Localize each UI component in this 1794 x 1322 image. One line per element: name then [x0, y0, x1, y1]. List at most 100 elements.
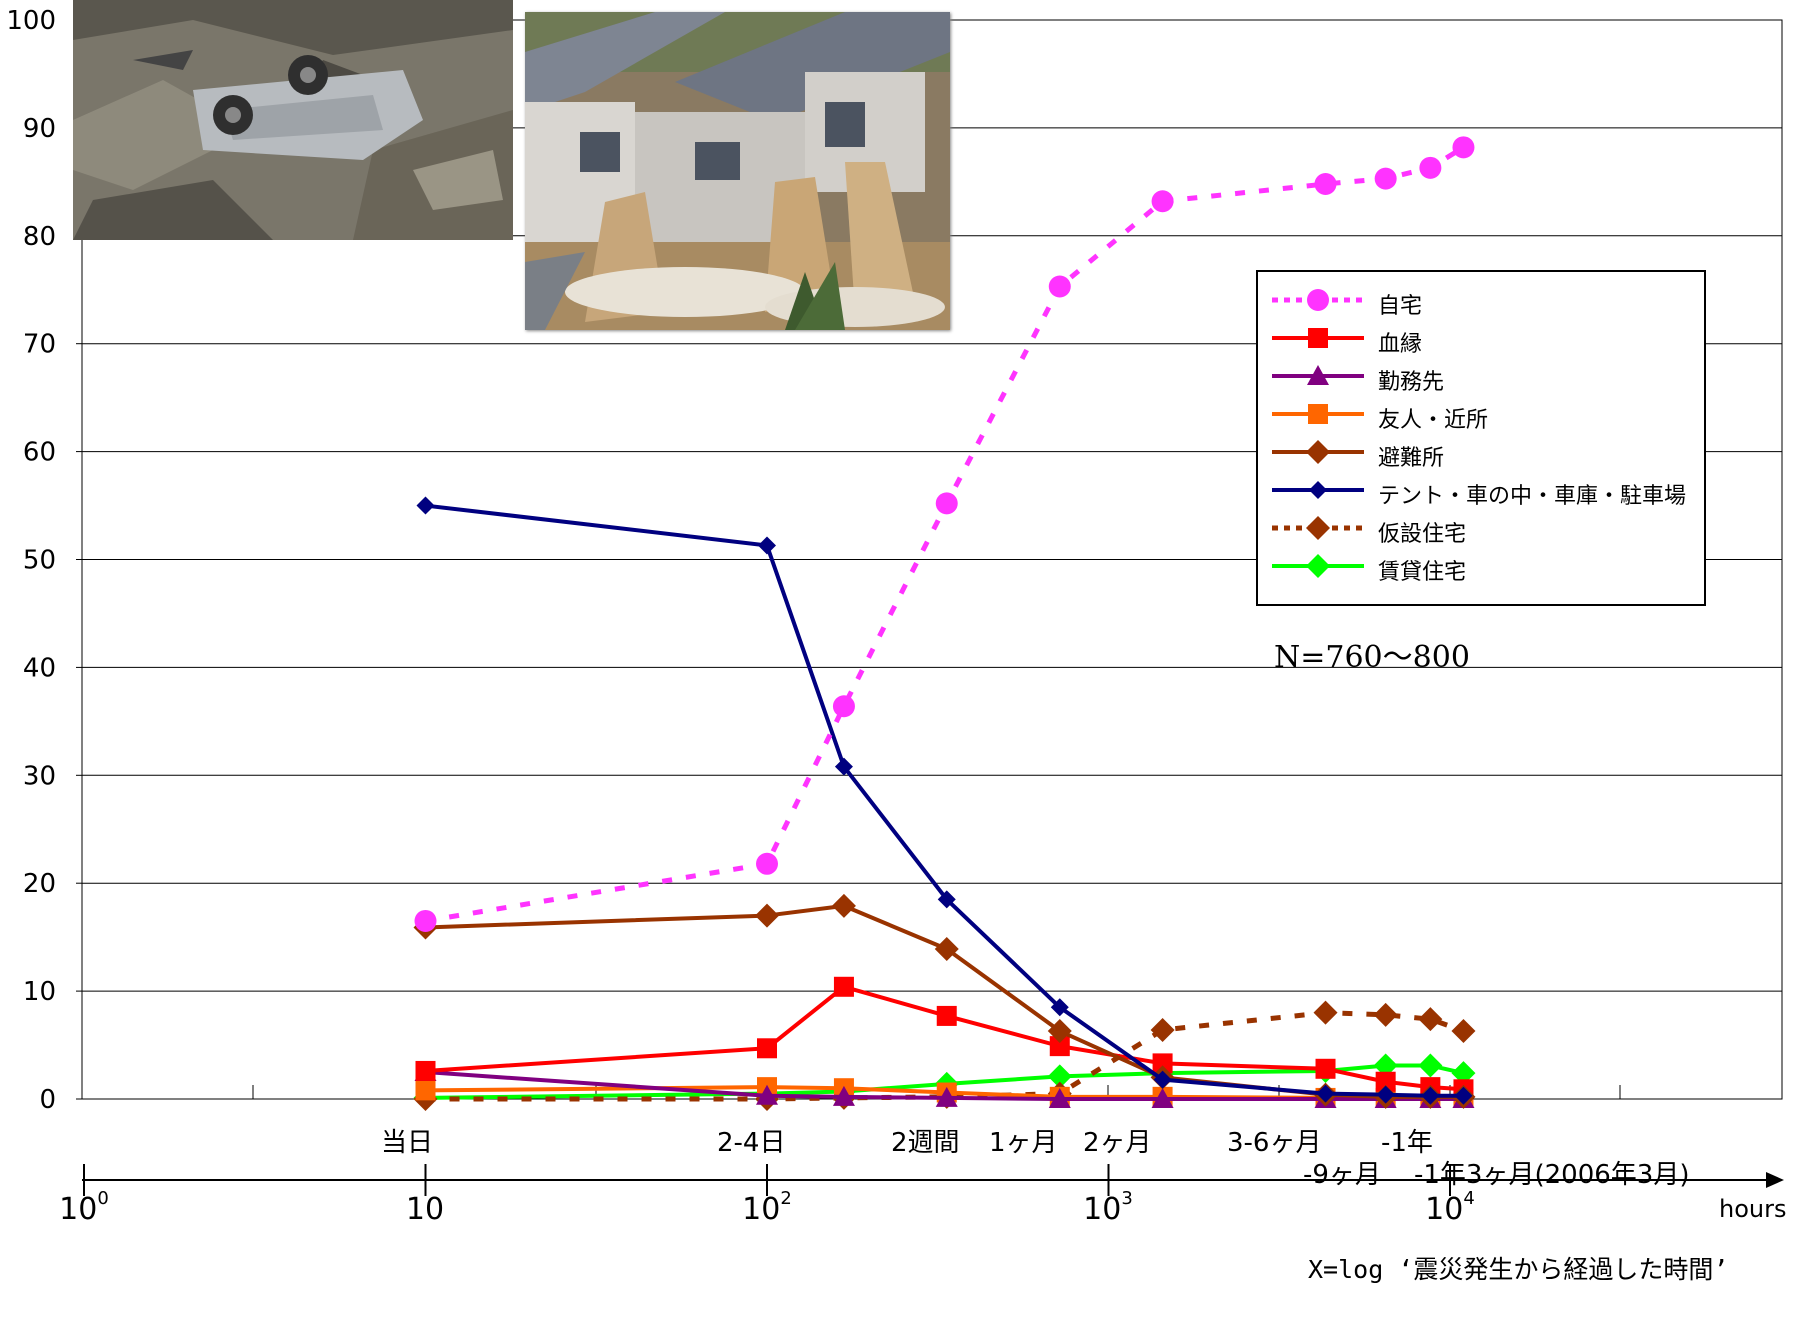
data-point [756, 1084, 778, 1105]
legend-label: 血縁 [1378, 332, 1423, 357]
legend-symbol [1272, 554, 1364, 578]
hours-tick-label: 100 [59, 1188, 109, 1227]
data-point [1376, 1085, 1395, 1104]
hours-tick-label: 10 [405, 1192, 445, 1227]
data-point [756, 852, 778, 875]
data-point [1150, 1017, 1175, 1042]
period-label: 2週間 [891, 1128, 960, 1158]
data-point [1373, 1002, 1398, 1027]
flooded-house-photo [525, 12, 950, 330]
y-tick-label: 40 [23, 653, 56, 683]
y-tick-label: 20 [23, 869, 56, 899]
data-point [1454, 1086, 1473, 1105]
period-label: 当日 [381, 1128, 434, 1158]
legend-symbol [1272, 328, 1364, 348]
legend-label: 勤務先 [1378, 370, 1445, 395]
data-point [1418, 1053, 1443, 1078]
legend-item: 賃貸住宅 [1268, 548, 1698, 585]
legend-item: テント・車の中・車庫・駐車場 [1268, 472, 1698, 509]
data-point [1048, 275, 1071, 298]
data-point [1315, 1058, 1336, 1079]
data-point [832, 1085, 855, 1106]
series-line [425, 1063, 1464, 1100]
legend-symbol [1272, 404, 1364, 424]
data-point [1314, 173, 1337, 196]
series-5 [416, 496, 1473, 1105]
hours-tick-label: 102 [742, 1188, 792, 1227]
hours-tick-label: 104 [1425, 1188, 1475, 1227]
data-point [1307, 365, 1329, 385]
data-point [415, 1080, 436, 1101]
y-tick-label: 0 [39, 1085, 56, 1115]
legend-item: 避難所 [1268, 434, 1698, 471]
data-point [1451, 1061, 1476, 1086]
legend-label: 友人・近所 [1378, 408, 1489, 433]
data-point [1306, 554, 1330, 578]
data-point [1152, 1053, 1173, 1074]
y-axis-ticks: 0 10 20 30 40 50 60 70 80 90 100 [6, 6, 82, 1115]
period-label: -1年3ヶ月(2006年3月) [1414, 1160, 1690, 1190]
data-point [834, 757, 853, 776]
legend-item: 血縁 [1268, 320, 1698, 357]
data-point [758, 536, 776, 555]
series-0 [414, 136, 1475, 932]
series-line [425, 145, 1465, 924]
data-point [937, 890, 956, 909]
data-point [1309, 481, 1327, 499]
y-tick-label: 50 [23, 546, 56, 576]
data-point [414, 909, 437, 932]
data-point [757, 1038, 777, 1059]
legend-label: テント・車の中・車庫・駐車場 [1378, 484, 1687, 509]
legend-symbol [1272, 516, 1364, 540]
data-point [416, 496, 435, 515]
data-point [1306, 440, 1330, 464]
period-label: -1年 [1381, 1128, 1433, 1158]
data-point [1308, 328, 1328, 348]
legend-label: 避難所 [1378, 446, 1445, 471]
data-point [1452, 136, 1475, 159]
data-point [1153, 1070, 1172, 1089]
data-point [832, 695, 855, 718]
y-tick-label: 90 [23, 114, 56, 144]
legend: 自宅 血縁 勤務先 友人・近所 避難所 テント・車の中・車庫・駐車場 仮設住宅 賃貸住宅 [1256, 270, 1706, 606]
series-group [413, 136, 1476, 1111]
period-label: -9ヶ月 [1303, 1160, 1381, 1190]
hours-tick-label: 103 [1083, 1188, 1133, 1227]
period-label: 3-6ヶ月 [1227, 1128, 1322, 1158]
data-point [1373, 1053, 1398, 1078]
legend-label: 賃貸住宅 [1378, 560, 1467, 585]
series-line [425, 984, 1464, 1092]
overturned-car-photo [73, 0, 513, 240]
data-point [1048, 1088, 1071, 1108]
series-line [425, 1070, 1464, 1101]
hours-axis [82, 1164, 1784, 1196]
period-label: 2ヶ月 [1083, 1128, 1152, 1158]
y-tick-label: 30 [23, 761, 56, 791]
data-point [1307, 289, 1329, 311]
data-point [1050, 998, 1069, 1017]
legend-symbol [1272, 481, 1364, 499]
data-point [1313, 1000, 1338, 1025]
data-point [831, 893, 856, 918]
data-point [935, 1086, 958, 1107]
data-point [1421, 1086, 1440, 1105]
data-point [1418, 1007, 1443, 1032]
legend-item: 勤務先 [1268, 358, 1698, 395]
legend-symbol [1272, 365, 1364, 385]
period-label: 2-4日 [717, 1128, 786, 1158]
data-point [1151, 1088, 1174, 1108]
data-point [755, 903, 779, 928]
data-point [1316, 1084, 1335, 1103]
legend-symbol [1272, 440, 1364, 464]
y-tick-label: 10 [23, 977, 56, 1007]
y-tick-label: 60 [23, 438, 56, 468]
legend-item: 友人・近所 [1268, 396, 1698, 433]
period-label: 1ヶ月 [989, 1128, 1058, 1158]
y-tick-label: 70 [23, 330, 56, 360]
data-point [833, 976, 854, 997]
data-point [1419, 156, 1442, 179]
data-point [1308, 404, 1328, 424]
data-point [934, 937, 959, 962]
data-point [935, 492, 958, 515]
